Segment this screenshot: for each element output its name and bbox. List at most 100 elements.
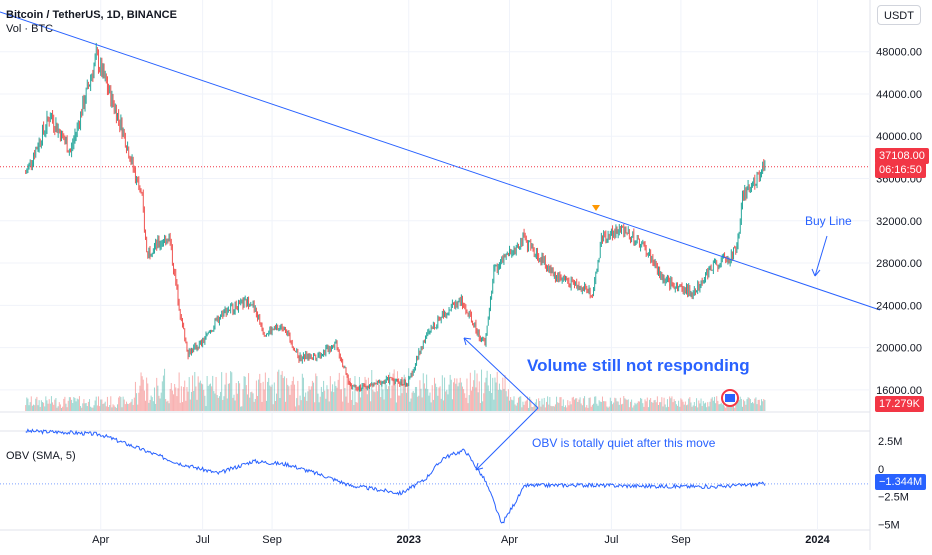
volume-bar: [478, 381, 480, 411]
volume-bar: [339, 389, 341, 411]
volume-bar: [101, 399, 103, 411]
volume-bar: [255, 380, 257, 411]
buy-line-label[interactable]: Buy Line: [805, 214, 852, 228]
volume-bar: [547, 396, 549, 411]
volume-bar: [233, 394, 235, 411]
volume-bar: [541, 398, 543, 411]
volume-value-badge: 17.279K: [875, 396, 924, 412]
volume-bar: [494, 377, 496, 411]
volume-bar: [597, 405, 599, 411]
volume-bar: [28, 405, 30, 411]
volume-bar: [346, 372, 348, 411]
volume-bar: [314, 402, 316, 411]
volume-bar: [625, 399, 627, 411]
volume-bar: [470, 390, 472, 411]
volume-bar: [675, 404, 677, 411]
volume-bar: [699, 403, 701, 411]
volume-bar: [596, 403, 598, 411]
volume-bar: [432, 399, 434, 411]
obv-note[interactable]: OBV is totally quiet after this move: [532, 436, 716, 450]
volume-bar: [253, 401, 255, 411]
volume-bar: [750, 403, 752, 411]
volume-bar: [45, 396, 47, 411]
volume-bar: [364, 376, 366, 411]
volume-bar: [236, 393, 238, 411]
volume-bar: [162, 375, 164, 411]
volume-bar: [139, 385, 141, 411]
volume-bar: [383, 399, 385, 411]
volume-bar: [642, 403, 644, 411]
volume-bar: [736, 398, 738, 411]
volume-bar: [388, 386, 390, 411]
volume-bar: [654, 399, 656, 411]
volume-arrow[interactable]: [463, 337, 539, 409]
volume-bar: [389, 372, 391, 411]
volume-bar: [500, 389, 502, 411]
volume-bar: [606, 406, 608, 411]
volume-bar: [441, 375, 443, 411]
volume-bar: [190, 391, 192, 411]
buy-line-arrow[interactable]: [814, 235, 828, 277]
volume-bar: [283, 376, 285, 411]
volume-bar: [553, 406, 555, 411]
volume-bar: [137, 404, 139, 411]
volume-bar: [700, 398, 702, 411]
volume-bar: [171, 390, 173, 411]
price-tick-label: 48000.00: [876, 47, 922, 59]
volume-bar: [467, 403, 469, 411]
volume-bar: [404, 377, 406, 411]
volume-bar: [431, 385, 433, 411]
symbol-title[interactable]: Bitcoin / TetherUS, 1D, BINANCE: [6, 9, 177, 21]
volume-bar: [138, 392, 140, 411]
volume-bar: [671, 396, 673, 411]
volume-bar: [99, 406, 101, 411]
volume-bar: [166, 401, 168, 411]
volume-bar: [493, 399, 495, 411]
volume-bar: [474, 370, 476, 411]
volume-bar: [232, 397, 234, 411]
volume-bar: [747, 397, 749, 411]
volume-bar: [291, 380, 293, 411]
volume-bar: [526, 396, 528, 411]
volume-bar: [125, 401, 127, 411]
volume-bar: [277, 371, 279, 411]
volume-bar: [727, 403, 729, 411]
volume-bar: [468, 395, 470, 411]
volume-bar: [89, 399, 91, 411]
volume-bar: [482, 401, 484, 411]
volume-bar: [62, 406, 64, 411]
obv-indicator-label[interactable]: OBV (SMA, 5): [6, 450, 76, 462]
volume-bar: [157, 385, 159, 411]
buy-trendline[interactable]: [0, 11, 881, 311]
currency-button[interactable]: USDT: [877, 5, 921, 25]
volume-bar: [46, 400, 48, 411]
volume-bar: [145, 400, 147, 411]
volume-bar: [594, 396, 596, 411]
volume-bar: [293, 384, 295, 411]
obv-arrow[interactable]: [475, 407, 539, 471]
volume-bar: [183, 386, 185, 411]
volume-indicator-label[interactable]: Vol · BTC: [6, 23, 54, 35]
volume-bar: [428, 395, 430, 411]
volume-bar: [57, 406, 59, 411]
volume-bar: [35, 398, 37, 411]
obv-panel: [0, 428, 870, 524]
volume-bar: [318, 402, 320, 411]
volume-bar: [361, 383, 363, 411]
grid: [0, 0, 871, 550]
volume-bar: [644, 399, 646, 411]
volume-bar: [504, 375, 506, 411]
volume-bar: [544, 407, 546, 411]
volume-bar: [519, 396, 521, 411]
volume-bar: [177, 388, 179, 411]
volume-bar: [572, 396, 574, 411]
volume-note[interactable]: Volume still not responding: [527, 356, 750, 375]
volume-bar: [426, 374, 428, 411]
volume-bar: [520, 396, 522, 411]
volume-bar: [374, 392, 376, 411]
volume-bar: [610, 401, 612, 411]
volume-bar: [576, 398, 578, 411]
volume-bar: [262, 381, 264, 411]
